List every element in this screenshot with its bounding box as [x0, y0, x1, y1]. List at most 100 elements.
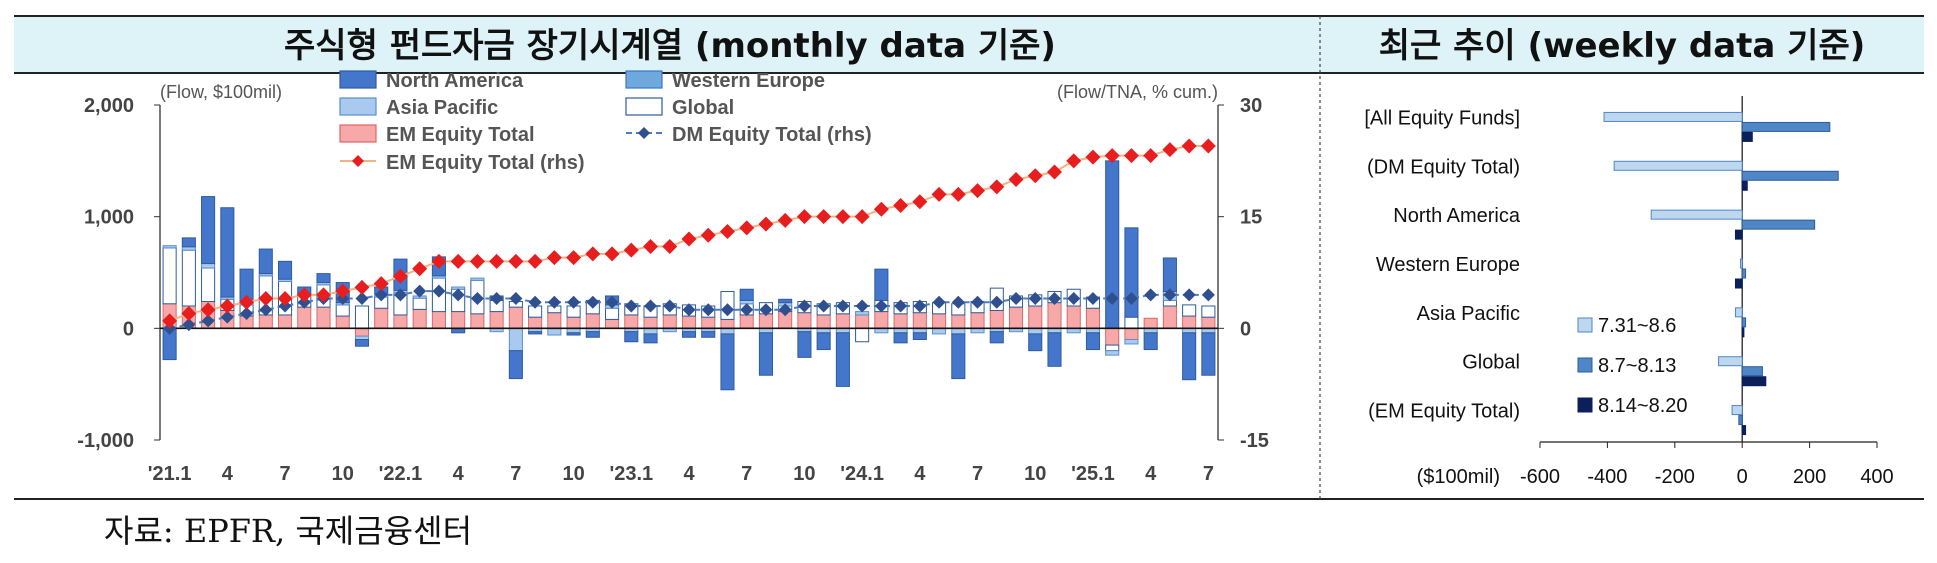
- x-tick-label: 7: [1203, 463, 1214, 485]
- em-equity-bar: [1028, 305, 1043, 329]
- em-line-marker: [970, 183, 986, 199]
- em-line-marker: [1027, 168, 1043, 184]
- weekly-category-label: Asia Pacific: [1417, 303, 1520, 325]
- weekly-bar: [1741, 268, 1747, 279]
- north-america-bar: [835, 332, 850, 387]
- weekly-bar: [1741, 327, 1745, 338]
- em-line-marker: [431, 253, 447, 269]
- em-equity-bar: [354, 327, 370, 337]
- em-line-marker: [643, 238, 659, 254]
- weekly-bar: [1718, 356, 1743, 367]
- em-line-marker: [1162, 142, 1178, 158]
- em-equity-bar: [258, 314, 273, 329]
- dm-line-marker: [855, 299, 869, 313]
- north-america-bar: [1047, 332, 1062, 367]
- north-america-bar: [566, 332, 581, 336]
- em-line-marker: [1123, 148, 1139, 164]
- weekly-bar: [1650, 209, 1743, 220]
- north-america-bar: [528, 331, 543, 335]
- north-america-bar: [277, 260, 293, 280]
- em-equity-bar: [951, 314, 966, 329]
- north-america-bar: [258, 248, 273, 275]
- global-bar: [335, 304, 350, 317]
- em-line-marker: [623, 242, 639, 258]
- dm-line-marker: [682, 303, 696, 317]
- dm-line-marker: [1047, 292, 1061, 306]
- legend-label: DM Equity Total (rhs): [672, 124, 872, 146]
- em-line-marker: [469, 253, 485, 269]
- weekly-legend-label: 7.31~8.6: [1598, 315, 1676, 337]
- north-america-bar: [624, 331, 639, 343]
- em-equity-bar: [855, 314, 870, 329]
- north-america-bar: [220, 207, 235, 298]
- right-panel-title: 최근 추이 (weekly data 기준): [1379, 26, 1866, 66]
- north-america-bar: [1162, 257, 1177, 292]
- dm-line-marker: [1105, 292, 1119, 306]
- dm-line-marker: [528, 295, 542, 309]
- weekly-tick-label: -600: [1520, 466, 1560, 488]
- dm-line-marker: [1144, 288, 1158, 302]
- weekly-category-label: (DM Equity Total): [1367, 156, 1520, 178]
- em-line-marker: [277, 291, 293, 307]
- em-line-marker: [1085, 149, 1101, 165]
- em-line-marker: [258, 291, 274, 307]
- asia-pacific-bar: [547, 327, 562, 336]
- weekly-bar: [1741, 425, 1747, 436]
- north-america-bar: [585, 331, 600, 338]
- dm-line-marker: [990, 295, 1004, 309]
- asia-pacific-bar: [1105, 350, 1120, 356]
- em-line-marker: [873, 201, 889, 217]
- left-tick-label: -1,000: [77, 430, 134, 452]
- global-bar: [1201, 305, 1216, 318]
- em-equity-bar: [1008, 306, 1024, 329]
- dm-line-marker: [778, 303, 792, 317]
- left-tick-label: 2,000: [84, 95, 134, 117]
- dm-line-marker: [701, 303, 715, 317]
- dm-line-marker: [259, 303, 273, 317]
- dm-line-marker: [451, 288, 465, 302]
- dm-line-marker: [836, 299, 850, 313]
- north-america-bar: [1182, 332, 1197, 381]
- asia-pacific-bar: [720, 327, 735, 335]
- global-bar: [162, 247, 177, 305]
- em-line-marker: [566, 250, 582, 266]
- weekly-bar: [1741, 376, 1767, 387]
- x-tick-label: 10: [562, 463, 584, 485]
- em-line-marker: [335, 283, 351, 299]
- x-tick-label: '23.1: [609, 463, 653, 485]
- dm-line-marker: [797, 299, 811, 313]
- weekly-legend-swatch: [1577, 357, 1593, 373]
- weekly-chart: [All Equity Funds] (DM Equity Total) North…: [1364, 96, 1894, 488]
- north-america-bar: [1124, 227, 1139, 318]
- em-equity-bar: [893, 313, 908, 329]
- em-line-marker: [239, 294, 255, 310]
- dm-line-marker: [470, 292, 484, 306]
- global-bar: [201, 267, 216, 303]
- em-line-marker: [950, 186, 966, 202]
- em-equity-bar: [508, 306, 523, 329]
- x-tick-label: 4: [683, 463, 695, 485]
- left-tick-label: 0: [123, 318, 134, 340]
- weekly-tick-label: 0: [1737, 466, 1748, 488]
- weekly-bar: [1613, 160, 1743, 171]
- weekly-tick-label: 200: [1793, 466, 1826, 488]
- em-equity-bar: [1143, 317, 1158, 329]
- weekly-bar: [1741, 170, 1839, 181]
- em-line-marker: [162, 313, 178, 329]
- em-equity-bar: [335, 315, 350, 329]
- asia-pacific-bar: [643, 327, 658, 335]
- em-line-marker: [912, 194, 928, 210]
- legend-marker: [638, 127, 650, 139]
- em-equity-bar: [605, 318, 620, 329]
- em-equity-bar: [624, 314, 639, 329]
- dm-line-marker: [374, 288, 388, 302]
- em-equity-bar: [297, 306, 312, 329]
- x-tick-label: 4: [453, 463, 465, 485]
- x-tick-label: 10: [1024, 463, 1046, 485]
- right-tick-label: 30: [1240, 95, 1262, 117]
- dm-line-marker: [1182, 288, 1196, 302]
- legend-swatch: [625, 70, 663, 89]
- north-america-bar: [758, 332, 773, 376]
- right-tick-label: -15: [1240, 430, 1269, 452]
